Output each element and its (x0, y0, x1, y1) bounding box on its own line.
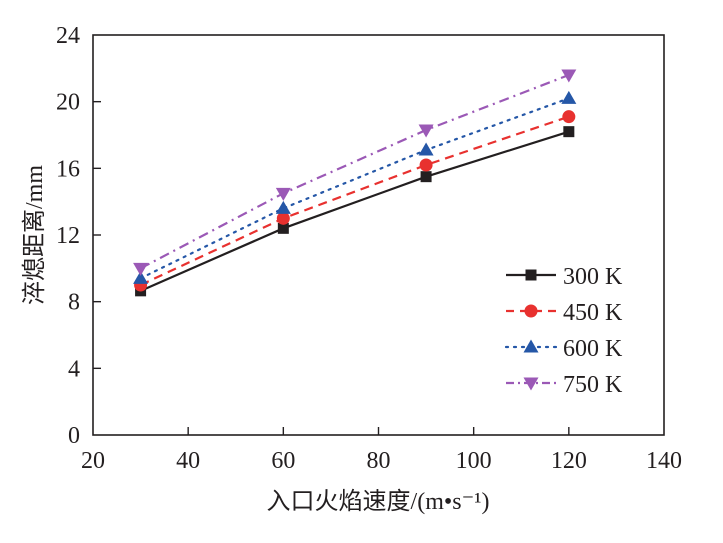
legend-marker (523, 377, 539, 391)
data-point (420, 171, 432, 183)
data-point (275, 187, 291, 201)
y-tick-label: 24 (56, 23, 80, 49)
y-tick-label: 0 (68, 423, 80, 449)
legend-label: 600 K (563, 336, 623, 362)
y-tick-label: 8 (68, 290, 80, 316)
series-layer (133, 69, 577, 297)
x-tick-label: 140 (646, 448, 682, 474)
y-tick-label: 12 (56, 223, 80, 249)
legend-label: 450 K (563, 300, 623, 326)
legend-item: 450 K (506, 300, 623, 326)
legend-item: 750 K (506, 372, 623, 398)
y-tick-label: 16 (56, 156, 80, 182)
data-point (418, 142, 434, 156)
series-line (140, 130, 570, 292)
data-point (276, 211, 290, 225)
x-tick-label: 100 (456, 448, 492, 474)
data-point (561, 69, 577, 83)
legend-label: 300 K (563, 264, 623, 290)
legend-marker (523, 339, 539, 353)
data-point (418, 124, 434, 138)
x-tick-label: 120 (551, 448, 587, 474)
legend-item: 600 K (504, 336, 623, 362)
x-axis-ticks: 20 40 60 80 100 120 140 (81, 427, 682, 474)
series-line (140, 115, 570, 286)
data-point (277, 222, 289, 234)
y-axis-ticks: 0 4 8 12 16 20 24 (56, 23, 101, 449)
data-point (562, 110, 576, 124)
data-point (133, 262, 149, 276)
y-tick-label: 20 (56, 90, 80, 116)
legend-item: 300 K (506, 264, 623, 290)
legend: 300 K 450 K 600 K 750 K (504, 264, 623, 398)
data-point (419, 158, 433, 172)
legend-marker (525, 269, 537, 281)
data-point (133, 270, 149, 284)
x-tick-label: 80 (367, 448, 391, 474)
series-300k (135, 126, 575, 297)
data-point (275, 200, 291, 214)
series-line (139, 97, 570, 280)
data-point (561, 90, 577, 104)
legend-marker (524, 304, 538, 318)
x-tick-label: 20 (81, 448, 105, 474)
series-600k (133, 90, 577, 284)
y-axis-title: 淬熄距离/mm (21, 165, 48, 305)
series-line (140, 73, 570, 270)
data-point (563, 126, 575, 138)
series-750k (133, 69, 577, 276)
y-tick-label: 4 (68, 356, 80, 382)
x-tick-label: 60 (271, 448, 295, 474)
x-axis-title: 入口火焰速度/(m•s⁻¹) (267, 488, 490, 515)
x-tick-label: 40 (176, 448, 200, 474)
legend-label: 750 K (563, 372, 623, 398)
